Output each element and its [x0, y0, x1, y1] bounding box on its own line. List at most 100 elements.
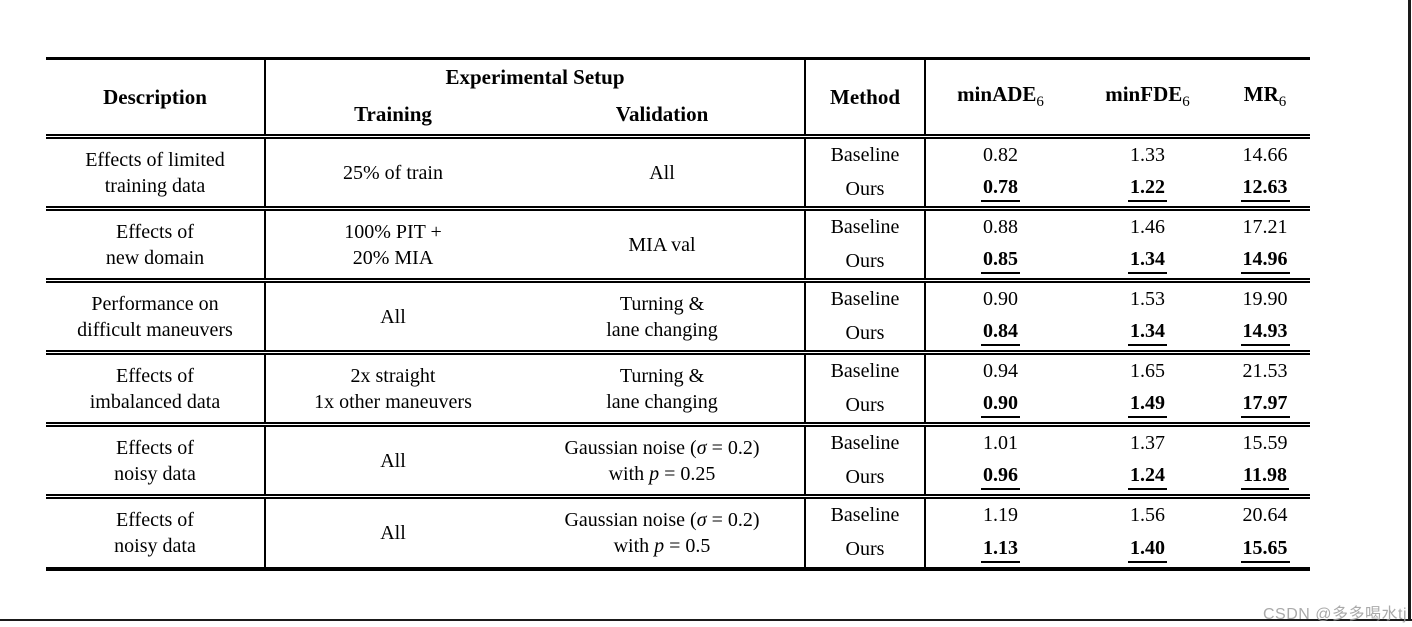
metric-subscript: 6	[1036, 94, 1044, 111]
cell-line: with p = 0.5	[613, 534, 711, 557]
cell-line: All	[380, 521, 406, 544]
math-symbol: σ	[696, 508, 707, 531]
cell-line: 100% PIT +	[344, 220, 442, 243]
cell-method-baseline: Baseline	[805, 350, 926, 389]
best-value: 0.84	[981, 320, 1020, 347]
cell-method-baseline: Baseline	[805, 206, 926, 245]
cell-line: Turning &	[619, 292, 705, 315]
metric-value-ours: 0.96	[925, 461, 1075, 497]
table-row-baseline: Effects of imbalanced data 2x straight 1x o…	[46, 350, 1310, 425]
page-edge-right	[1408, 0, 1411, 621]
metric-value-ours: 17.97	[1220, 389, 1310, 425]
cell-line: lane changing	[606, 390, 718, 413]
csdn-watermark: CSDN @多多喝水tj	[1262, 606, 1407, 623]
best-value: 14.96	[1240, 248, 1290, 275]
cell-training: 25% of train	[265, 134, 520, 209]
metric-value-ours: 15.65	[1220, 533, 1310, 569]
cell-line: 1x other maneuvers	[314, 390, 472, 413]
metric-value-baseline: 19.90	[1220, 278, 1310, 317]
metric-value-ours: 1.34	[1075, 317, 1220, 353]
results-table-container: Description Experimental Setup Method mi…	[46, 57, 1310, 571]
header-training: Training	[354, 101, 432, 126]
page-edge-bottom	[0, 619, 1412, 621]
metric-value-baseline: 1.01	[925, 422, 1075, 461]
cell-line: Effects of	[116, 508, 194, 531]
best-value: 11.98	[1241, 464, 1289, 491]
cell-line: Gaussian noise (σ = 0.2)	[564, 508, 760, 531]
cell-line: noisy data	[114, 534, 196, 557]
table-row-baseline: Effects of noisy data All Gaussian noise (σ…	[46, 494, 1310, 569]
metric-value-baseline: 0.94	[925, 350, 1075, 389]
metric-value-baseline: 14.66	[1220, 134, 1310, 173]
best-value: 17.97	[1240, 392, 1290, 419]
metric-value-baseline: 15.59	[1220, 422, 1310, 461]
metric-value-ours: 12.63	[1220, 173, 1310, 209]
metric-name: minADE	[957, 82, 1037, 107]
cell-method-ours: Ours	[805, 316, 926, 353]
header-experimental-setup: Experimental Setup	[265, 58, 806, 95]
table-row-ours: Ours 0.84 1.34 14.93	[46, 316, 1310, 353]
cell-line: 25% of train	[343, 161, 443, 184]
metric-value-ours: 1.34	[1075, 245, 1220, 281]
cell-line: All	[380, 305, 406, 328]
best-value: 1.34	[1128, 248, 1167, 275]
metric-value-baseline: 1.37	[1075, 422, 1220, 461]
cell-line: 20% MIA	[352, 246, 434, 269]
best-value: 12.63	[1240, 176, 1290, 203]
table-row-ours: Ours 0.90 1.49 17.97	[46, 388, 1310, 425]
math-symbol: p	[654, 534, 665, 557]
metric-value-ours: 0.84	[925, 317, 1075, 353]
cell-validation: Gaussian noise (σ = 0.2) with p = 0.5	[520, 494, 806, 569]
cell-line: noisy data	[114, 462, 196, 485]
table-row-ours: Ours 0.78 1.22 12.63	[46, 172, 1310, 209]
metric-value-baseline: 1.53	[1075, 278, 1220, 317]
best-value: 0.78	[981, 176, 1020, 203]
header-description: Description	[46, 58, 266, 137]
cell-line: difficult maneuvers	[77, 318, 233, 341]
cell-training: All	[265, 494, 520, 569]
cell-training: All	[265, 422, 520, 497]
math-symbol: p	[649, 462, 660, 485]
cell-line: MIA val	[628, 233, 696, 256]
cell-line: 2x straight	[350, 364, 436, 387]
table-row-baseline: Effects of new domain 100% PIT + 20% MIA MIA…	[46, 206, 1310, 281]
metric-value-ours: 11.98	[1220, 461, 1310, 497]
metric-value-baseline: 0.82	[925, 134, 1075, 173]
metric-value-ours: 14.93	[1220, 317, 1310, 353]
table-row-ours: Ours 0.96 1.24 11.98	[46, 460, 1310, 497]
header-mr: MR6	[1220, 59, 1310, 137]
metric-value-baseline: 21.53	[1220, 350, 1310, 389]
metric-value-baseline: 1.19	[925, 494, 1075, 533]
metric-value-ours: 1.13	[925, 533, 1075, 569]
cell-method-ours: Ours	[805, 172, 926, 209]
cell-method-baseline: Baseline	[805, 494, 926, 533]
header-minade: minADE6	[925, 59, 1075, 137]
cell-description: Effects of limited training data	[46, 134, 266, 209]
best-value: 1.24	[1128, 464, 1167, 491]
header-method: Method	[805, 58, 926, 137]
cell-line: with p = 0.25	[608, 462, 716, 485]
metric-name: MR	[1243, 82, 1279, 107]
best-value: 15.65	[1240, 537, 1290, 563]
best-value: 1.34	[1128, 320, 1167, 347]
table-row-ours: Ours 0.85 1.34 14.96	[46, 244, 1310, 281]
cell-line: lane changing	[606, 318, 718, 341]
metric-subscript: 6	[1278, 94, 1287, 111]
results-table: Description Experimental Setup Method mi…	[46, 57, 1310, 571]
cell-method-baseline: Baseline	[805, 422, 926, 461]
metric-value-ours: 1.49	[1075, 389, 1220, 425]
cell-training: 2x straight 1x other maneuvers	[265, 350, 520, 425]
results-table-body: Effects of limited training data 25% of tr…	[46, 134, 1310, 569]
best-value: 14.93	[1240, 320, 1290, 347]
best-value: 0.96	[981, 464, 1020, 491]
metric-name: minFDE	[1105, 82, 1183, 107]
table-row-baseline: Effects of noisy data All Gaussian noise (σ…	[46, 422, 1310, 497]
cell-validation: All	[520, 134, 806, 209]
cell-line: Effects of limited	[85, 148, 225, 171]
metric-value-ours: 0.78	[925, 173, 1075, 209]
best-value: 1.40	[1128, 537, 1167, 563]
cell-line: All	[380, 449, 406, 472]
metric-value-ours: 14.96	[1220, 245, 1310, 281]
metric-value-baseline: 1.46	[1075, 206, 1220, 245]
cell-method-ours: Ours	[805, 532, 926, 569]
